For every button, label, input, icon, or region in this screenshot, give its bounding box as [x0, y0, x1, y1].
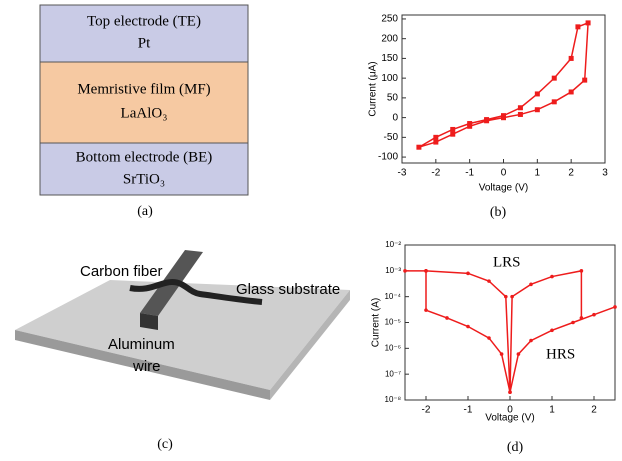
y-tick-label: -100: [378, 152, 398, 163]
y-tick-label: 10⁻⁸: [385, 395, 402, 404]
y-tick-label: 0: [392, 112, 398, 123]
sketch-label: Carbon fiber: [80, 263, 163, 280]
y-tick-label: 50: [387, 93, 399, 104]
layer-material: LaAlO₃: [121, 105, 168, 121]
data-line: [405, 271, 615, 392]
data-point: [592, 313, 596, 317]
data-point: [582, 78, 587, 83]
figure: Top electrode (TE) Pt Memristive film (M…: [0, 0, 622, 461]
sketch-label: Glass substrate: [236, 281, 340, 298]
sketch-label: Aluminum: [108, 336, 175, 353]
data-point: [613, 305, 617, 309]
data-point: [550, 328, 554, 332]
data-point: [508, 390, 512, 394]
sketch-label: wire: [132, 358, 161, 375]
x-axis-label: Voltage (V): [479, 183, 528, 194]
data-point: [466, 325, 470, 329]
y-tick-label: 150: [381, 53, 398, 64]
annotation: HRS: [546, 346, 575, 362]
layer-material: Pt: [138, 35, 151, 51]
data-point: [445, 316, 449, 320]
data-point: [504, 295, 508, 299]
data-point: [569, 56, 574, 61]
data-point: [510, 295, 514, 299]
data-point: [467, 124, 472, 129]
layer-material: SrTiO₃: [123, 171, 165, 187]
caption: (b): [490, 205, 507, 220]
data-point: [569, 89, 574, 94]
data-point: [550, 275, 554, 279]
x-tick-label: 2: [568, 168, 574, 179]
data-point: [529, 339, 533, 343]
x-tick-label: 1: [535, 168, 541, 179]
device-sketch: [15, 250, 350, 400]
caption: (a): [137, 204, 153, 219]
y-axis-label: Current (A): [371, 298, 382, 347]
y-tick-label: 250: [381, 14, 398, 25]
data-point: [487, 336, 491, 340]
data-point: [518, 112, 523, 117]
data-point: [450, 127, 455, 132]
layer-stack: Top electrode (TE) Pt Memristive film (M…: [40, 5, 248, 195]
data-point: [433, 135, 438, 140]
data-point: [535, 107, 540, 112]
caption: (c): [157, 437, 173, 452]
data-point: [529, 283, 533, 287]
data-point: [580, 269, 584, 273]
data-point: [552, 99, 557, 104]
x-tick-label: -2: [431, 168, 440, 179]
y-tick-label: 10⁻⁶: [385, 343, 401, 352]
x-tick-label: -3: [398, 168, 407, 179]
data-point: [535, 91, 540, 96]
x-tick-label: 0: [501, 168, 507, 179]
layer-name: Bottom electrode (BE): [76, 149, 213, 165]
y-tick-label: 200: [381, 33, 398, 44]
data-point: [586, 20, 591, 25]
caption: (d): [507, 440, 524, 455]
x-tick-label: 1: [549, 405, 555, 416]
y-tick-label: 10⁻⁵: [385, 318, 401, 327]
y-tick-label: 100: [381, 73, 398, 84]
data-point: [575, 24, 580, 29]
x-tick-label: -1: [464, 405, 473, 416]
x-tick-label: -2: [422, 405, 431, 416]
data-point: [433, 140, 438, 145]
data-point: [424, 269, 428, 273]
data-point: [450, 132, 455, 137]
memristive-film: [40, 62, 248, 143]
y-tick-label: 10⁻⁷: [385, 369, 401, 378]
data-point: [424, 308, 428, 312]
data-point: [484, 118, 489, 123]
x-tick-label: -1: [465, 168, 474, 179]
y-tick-label: 10⁻²: [385, 240, 401, 249]
y-tick-label: 10⁻⁴: [384, 292, 401, 301]
y-axis-label: Current (μA): [368, 61, 379, 116]
data-point: [518, 105, 523, 110]
layer-name: Memristive film (MF): [77, 81, 210, 97]
data-point: [487, 279, 491, 283]
data-point: [571, 321, 575, 325]
data-point: [517, 352, 521, 356]
x-tick-label: 2: [591, 405, 597, 416]
x-axis-label: Voltage (V): [485, 413, 534, 424]
data-point: [403, 269, 407, 273]
y-tick-label: 10⁻³: [385, 266, 401, 275]
data-point: [466, 272, 470, 276]
data-point: [500, 352, 504, 356]
data-point: [501, 115, 506, 120]
layer-name: Top electrode (TE): [87, 13, 201, 29]
data-line: [419, 23, 588, 147]
data-point: [552, 76, 557, 81]
data-point: [580, 316, 584, 320]
annotation: LRS: [493, 254, 521, 270]
x-tick-label: 3: [602, 168, 608, 179]
data-point: [416, 145, 421, 150]
y-tick-label: -50: [384, 132, 399, 143]
